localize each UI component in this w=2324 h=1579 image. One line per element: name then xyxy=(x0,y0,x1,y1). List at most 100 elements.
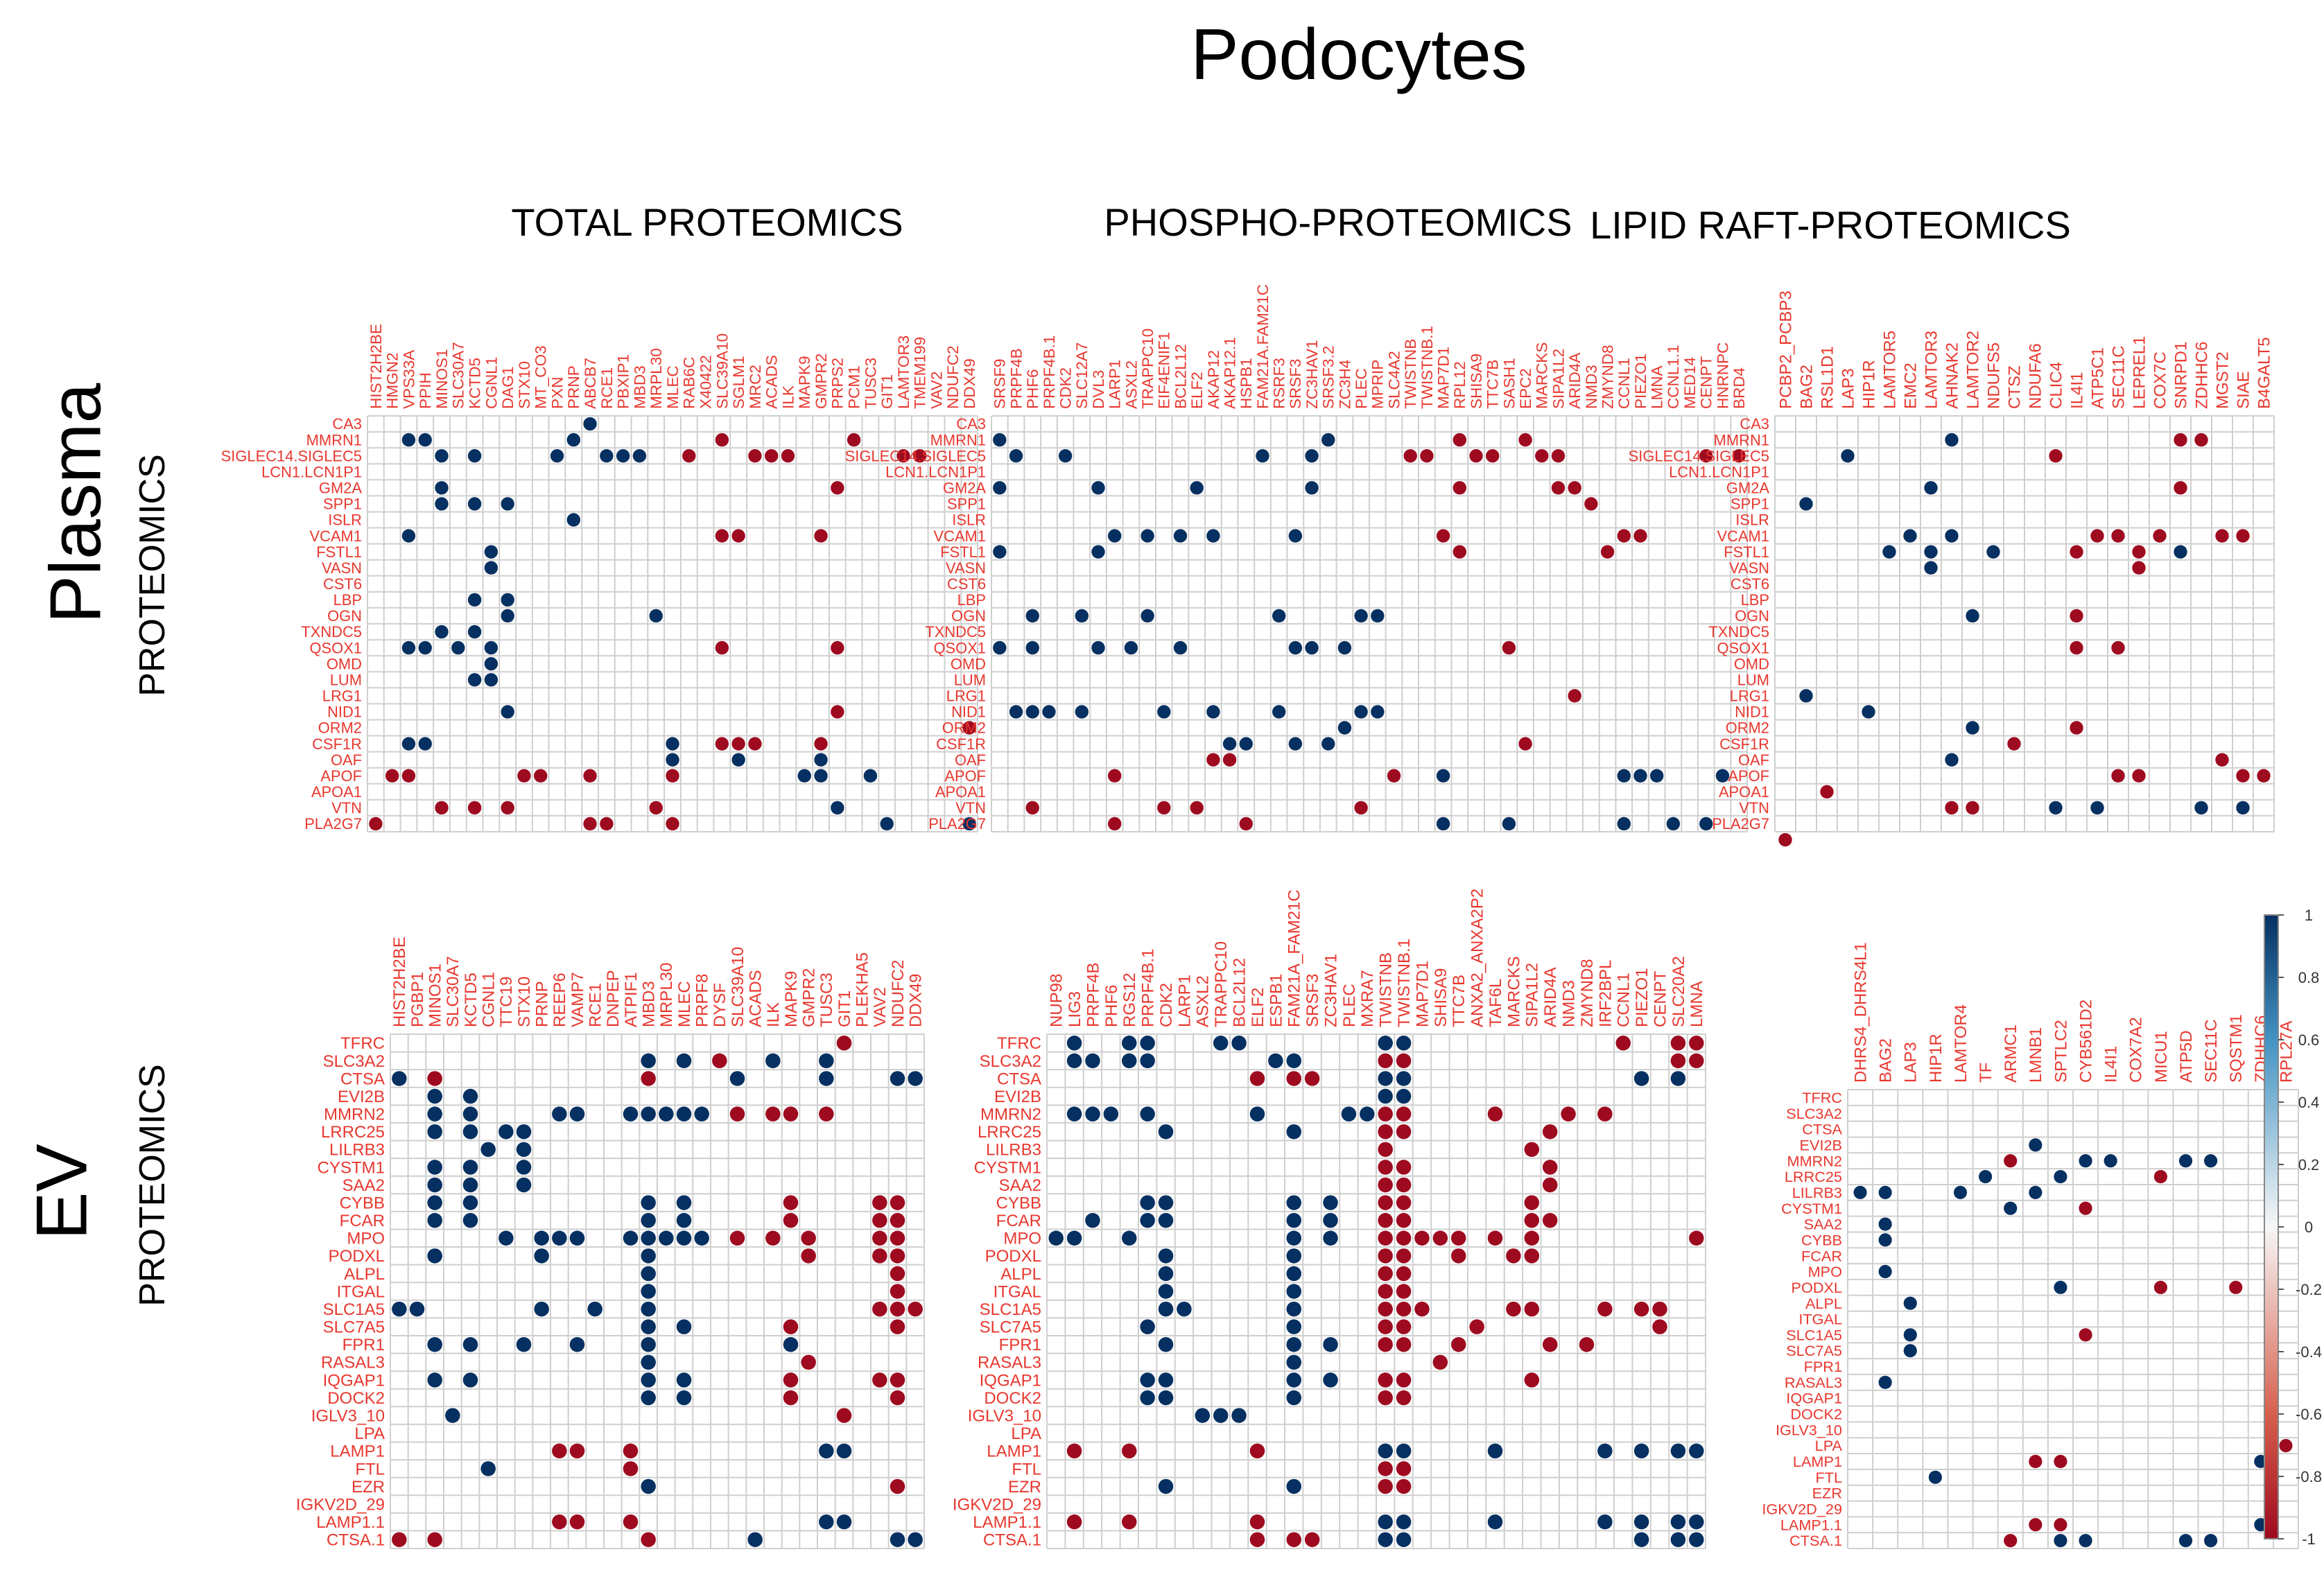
row-label: TFRC xyxy=(340,1034,385,1053)
corr-dot xyxy=(467,673,482,687)
corr-dot xyxy=(676,1212,692,1228)
row-label: MMRN1 xyxy=(930,431,986,448)
corr-dot xyxy=(1140,1212,1155,1228)
corr-dot xyxy=(2174,481,2187,495)
col-label: MT_CO3 xyxy=(532,345,550,409)
col-label: TRAPPC10 xyxy=(1139,329,1156,409)
corr-dot xyxy=(1432,1230,1448,1246)
corr-dot xyxy=(1878,1217,1892,1231)
corr-dot xyxy=(2194,801,2208,815)
col-label: CYB561D2 xyxy=(2076,1000,2095,1083)
corr-dot xyxy=(498,1230,514,1246)
corr-dot xyxy=(1323,1337,1338,1352)
corr-dot xyxy=(1075,705,1089,719)
corr-dot xyxy=(1378,1461,1393,1476)
col-label: ACADS xyxy=(747,970,765,1027)
corr-dot xyxy=(480,1461,496,1476)
col-label: PHF6 xyxy=(1024,369,1041,409)
row-label: TXNDC5 xyxy=(301,623,362,640)
col-label: CENPT xyxy=(1698,356,1715,409)
corr-dot xyxy=(2194,433,2208,447)
corr-dot xyxy=(1689,1053,1704,1069)
corr-dot xyxy=(534,1230,549,1246)
corr-dot xyxy=(1337,721,1352,735)
row-label: LRRC25 xyxy=(321,1123,385,1142)
corr-dot xyxy=(1286,1301,1301,1317)
corr-dot xyxy=(1091,640,1105,655)
col-label: PRPF4B xyxy=(1007,348,1025,409)
row-label: MMRN2 xyxy=(1787,1152,1842,1169)
col-label: VPS33A xyxy=(400,349,417,409)
corr-dot xyxy=(1268,1053,1283,1069)
corr-dot xyxy=(1140,1106,1155,1122)
corr-dot xyxy=(1524,1230,1540,1246)
corr-dot xyxy=(1597,1106,1613,1122)
corr-dot xyxy=(2007,737,2021,751)
col-label: TUSC3 xyxy=(862,358,879,409)
corr-dot xyxy=(814,737,828,751)
corr-dot xyxy=(1305,640,1319,655)
row-label: IGKV2D_29 xyxy=(296,1495,385,1514)
corr-dot xyxy=(666,817,679,831)
row-label: OMD xyxy=(951,655,986,672)
col-label: ACADS xyxy=(763,355,781,409)
corr-dot xyxy=(1354,801,1368,815)
corr-dot xyxy=(962,817,976,831)
col-label: CTSZ xyxy=(2005,365,2024,409)
corr-dot xyxy=(1903,1328,1917,1342)
corr-dot xyxy=(676,1230,692,1246)
corr-dot xyxy=(1878,1185,1892,1199)
corr-dot xyxy=(1085,1106,1100,1122)
corr-dot xyxy=(2257,769,2271,783)
corr-dot xyxy=(1249,1071,1265,1086)
corr-dot xyxy=(1396,1266,1412,1282)
corr-dot xyxy=(1323,1372,1338,1388)
col-label: GIT1 xyxy=(878,374,896,409)
row-label: LCN1.LCN1P1 xyxy=(1669,463,1769,480)
corr-dot xyxy=(641,1532,656,1547)
corr-dot xyxy=(1140,1372,1155,1388)
col-label: SASH1 xyxy=(1500,358,1518,409)
corr-dot xyxy=(427,1372,442,1388)
corr-dot xyxy=(385,769,399,783)
col-label: NMD3 xyxy=(1559,980,1578,1027)
row-label: OAF xyxy=(955,751,986,769)
corr-dot xyxy=(890,1195,905,1210)
col-label: ASXL2 xyxy=(1194,975,1213,1027)
col-label: SIAE xyxy=(2234,371,2253,409)
corr-dot xyxy=(1633,769,1647,783)
corr-dot xyxy=(1378,1337,1393,1352)
corr-dot xyxy=(501,497,514,511)
corr-dot xyxy=(1378,1177,1393,1193)
col-label: LIG3 xyxy=(1066,991,1084,1027)
col-label: HNRNPC xyxy=(1714,342,1731,409)
col-label: GMPR2 xyxy=(813,354,830,409)
corr-dot xyxy=(1732,449,1746,463)
row-label: ISLR xyxy=(328,512,362,529)
corr-dot xyxy=(1436,817,1450,831)
corr-dot xyxy=(516,1142,532,1158)
corr-dot xyxy=(890,1266,905,1282)
col-label: PLEKHA5 xyxy=(853,952,872,1027)
col-label: LAMTOR3 xyxy=(895,335,912,409)
row-label: SLC3A2 xyxy=(1786,1105,1842,1122)
row-label: CSF1R xyxy=(936,735,986,753)
col-label: PBXIP1 xyxy=(615,354,632,409)
corr-dot xyxy=(1396,1443,1412,1459)
corr-dot xyxy=(2204,1533,2218,1548)
col-label: ILK xyxy=(764,1002,783,1027)
corr-dot xyxy=(1524,1372,1540,1388)
col-label: NDUFC2 xyxy=(944,345,962,409)
col-label: LARP1 xyxy=(1175,975,1194,1027)
col-label: ZC3HAV1 xyxy=(1303,340,1321,409)
corr-dot xyxy=(1551,481,1566,495)
row-label: LUM xyxy=(954,671,986,688)
corr-dot xyxy=(1108,529,1122,543)
col-label: HIP1R xyxy=(1859,360,1878,409)
col-label: MAP7D1 xyxy=(1413,961,1432,1027)
corr-dot xyxy=(427,1177,442,1193)
corr-dot xyxy=(1272,609,1286,623)
corr-dot xyxy=(2049,449,2063,463)
corr-dot xyxy=(409,1301,425,1317)
corr-dot xyxy=(1122,1053,1137,1069)
